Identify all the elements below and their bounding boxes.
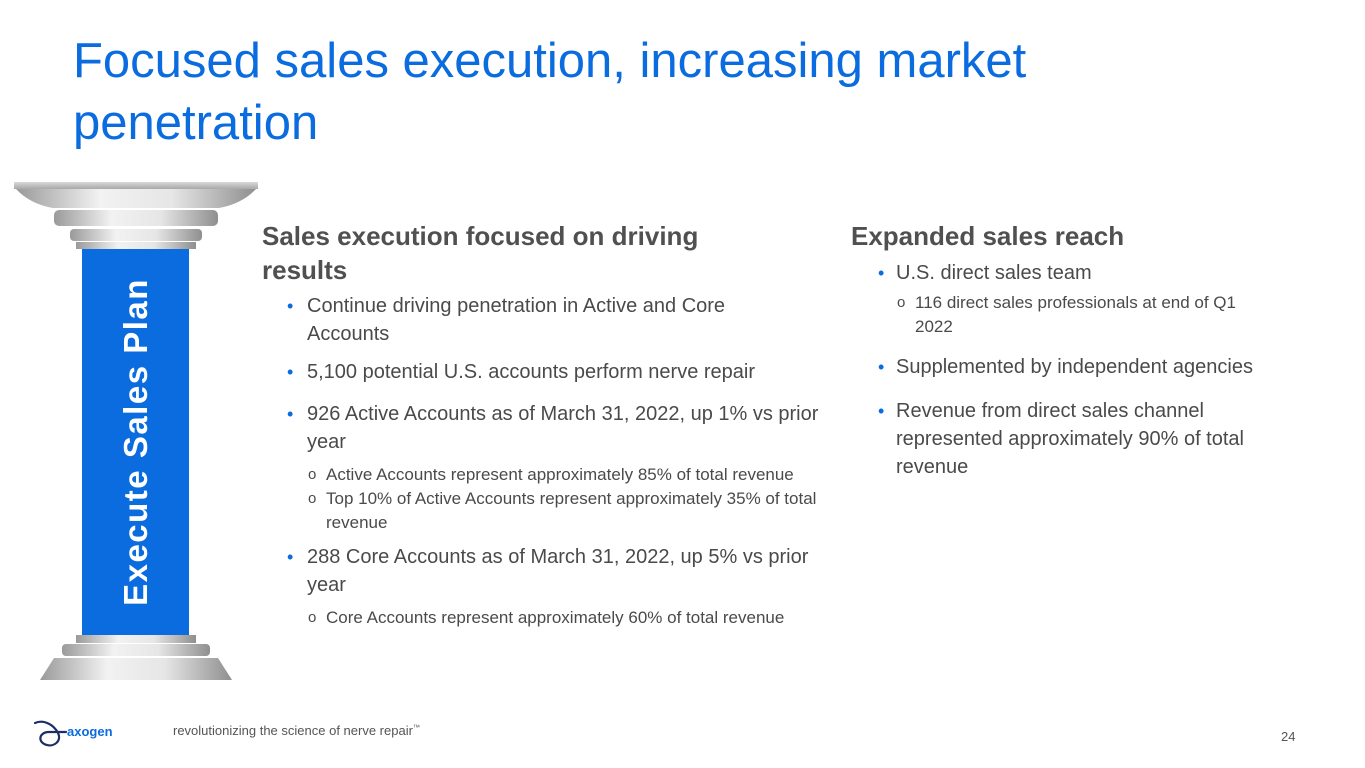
list-item: Active Accounts represent approximately … <box>262 463 836 487</box>
pillar-label: Execute Sales Plan <box>82 249 189 634</box>
list-item: U.S. direct sales team <box>851 259 1321 287</box>
page-number: 24 <box>1281 729 1296 744</box>
tagline-text: revolutionizing the science of nerve rep… <box>173 723 413 738</box>
axogen-logo-icon <box>33 720 68 747</box>
brand-name: axogen <box>67 724 113 739</box>
list-item: Top 10% of Active Accounts represent app… <box>262 487 836 535</box>
right-heading: Expanded sales reach <box>851 221 1125 251</box>
list-item: 288 Core Accounts as of March 31, 2022, … <box>262 543 847 599</box>
list-item: Revenue from direct sales channel repres… <box>851 397 1316 481</box>
left-heading: Sales execution focused on driving resul… <box>262 221 699 285</box>
list-item: 926 Active Accounts as of March 31, 2022… <box>262 400 827 456</box>
right-bullet-list: U.S. direct sales team 116 direct sales … <box>851 259 1321 481</box>
pillar-label-text: Execute Sales Plan <box>116 277 154 606</box>
trademark-symbol: ™ <box>412 724 420 732</box>
list-item: Supplemented by independent agencies <box>851 353 1321 381</box>
pillar-shaft <box>82 249 189 635</box>
list-item: 5,100 potential U.S. accounts perform ne… <box>262 358 842 386</box>
footer-tagline: revolutionizing the science of nerve rep… <box>173 723 420 738</box>
right-column: Expanded sales reach U.S. direct sales t… <box>851 219 1321 481</box>
slide-title: Focused sales execution, increasing mark… <box>73 34 1027 150</box>
left-bullet-list: Continue driving penetration in Active a… <box>262 292 842 630</box>
list-item: 116 direct sales professionals at end of… <box>851 291 1275 339</box>
list-item: Continue driving penetration in Active a… <box>262 292 787 348</box>
left-column: Sales execution focused on driving resul… <box>262 219 842 630</box>
pillar-graphic <box>14 182 258 682</box>
list-item: Core Accounts represent approximately 60… <box>262 606 836 630</box>
